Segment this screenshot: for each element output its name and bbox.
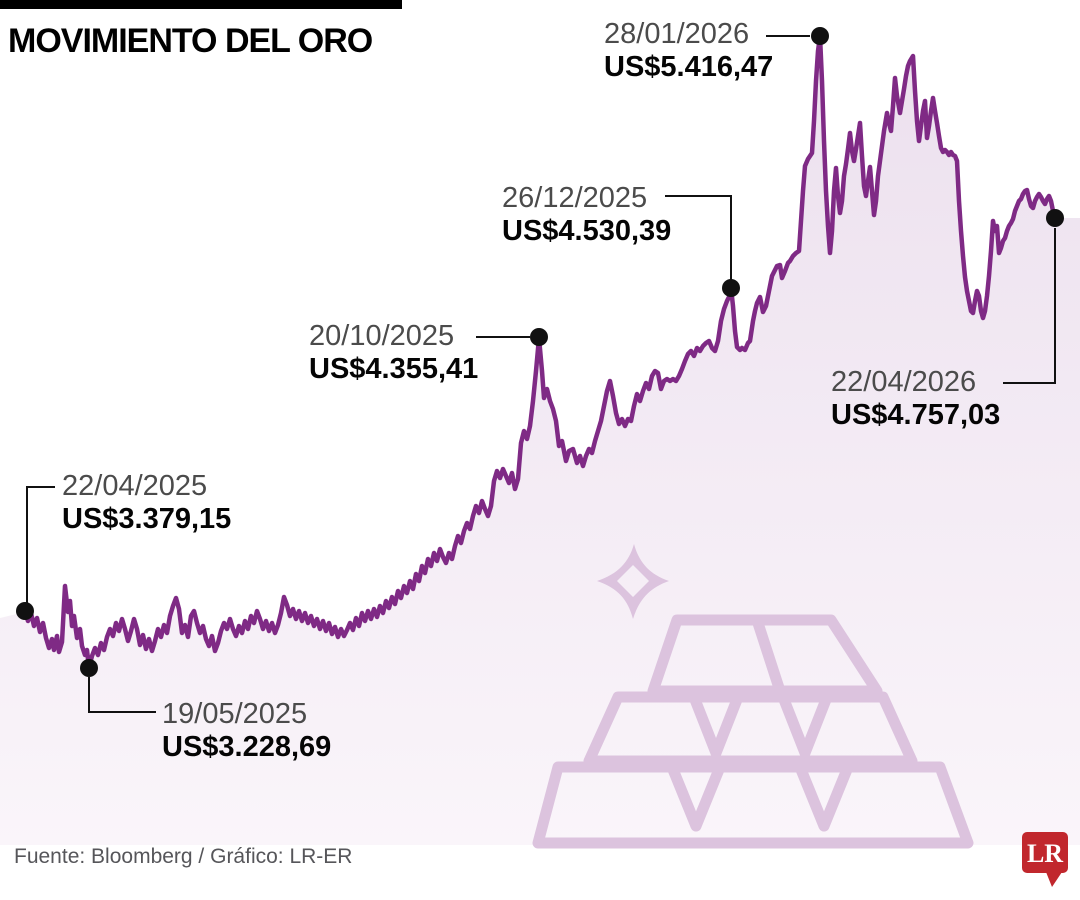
annotation-value: US$4.530,39: [502, 215, 672, 247]
lr-logo-text: LR: [1027, 839, 1063, 868]
data-point-dot: [1046, 209, 1064, 227]
sparkle-icon: [597, 544, 669, 619]
leader-line: [665, 195, 732, 280]
price-area: [0, 36, 1080, 845]
leader-lines: [26, 35, 1056, 713]
leader-line: [1003, 228, 1056, 384]
data-point-dots: [16, 27, 1064, 677]
data-point-dot: [80, 659, 98, 677]
annotation-value: US$4.355,41: [309, 353, 479, 385]
leader-line: [26, 486, 55, 604]
data-point-dot: [811, 27, 829, 45]
data-point-dot: [530, 328, 548, 346]
leader-line: [88, 677, 156, 713]
annotation-value: US$4.757,03: [831, 399, 1001, 431]
annotation-value: US$3.228,69: [162, 731, 332, 763]
annotation-22-04-2026: 22/04/2026 US$4.757,03: [831, 366, 1000, 432]
annotation-20-10-2025: 20/10/2025 US$4.355,41: [309, 320, 478, 386]
annotation-date: 22/04/2025: [62, 470, 208, 502]
price-line: [22, 33, 1058, 671]
annotation-26-12-2025: 26/12/2025 US$4.530,39: [502, 182, 671, 248]
annotation-date: 19/05/2025: [162, 698, 308, 730]
annotation-date: 22/04/2026: [831, 366, 977, 398]
gold-bars-watermark-icon: [532, 614, 974, 849]
annotation-date: 28/01/2026: [604, 18, 750, 50]
annotation-value: US$5.416,47: [604, 51, 774, 83]
annotation-date: 20/10/2025: [309, 320, 455, 352]
annotation-22-04-2025: 22/04/2025 US$3.379,15: [62, 470, 231, 536]
source-credit: Fuente: Bloomberg / Gráfico: LR-ER: [14, 845, 353, 868]
annotation-date: 26/12/2025: [502, 182, 648, 214]
annotation-19-05-2025: 19/05/2025 US$3.228,69: [162, 698, 331, 764]
data-point-dot: [722, 279, 740, 297]
annotation-value: US$3.379,15: [62, 503, 232, 535]
data-point-dot: [16, 602, 34, 620]
header-accent-bar: [0, 0, 402, 9]
annotation-28-01-2026: 28/01/2026 US$5.416,47: [604, 18, 773, 84]
lr-logo: LR: [1022, 832, 1068, 887]
page-title: MOVIMIENTO DEL ORO: [8, 22, 373, 60]
